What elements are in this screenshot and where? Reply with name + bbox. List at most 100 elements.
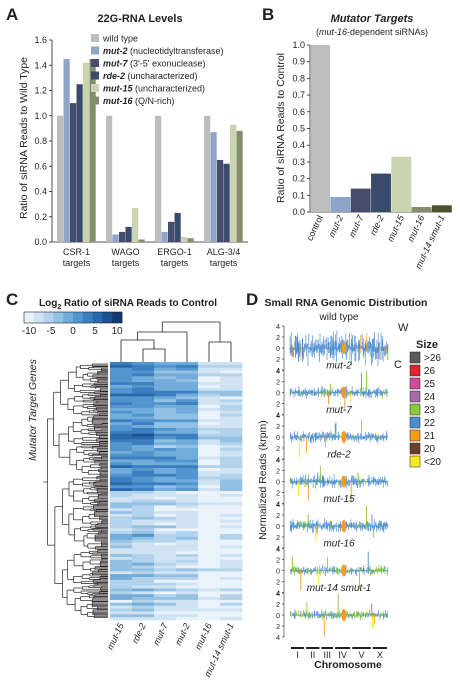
panel-d-y-tick-label: 4 bbox=[276, 502, 280, 509]
panel-d-track-label: mut-2 bbox=[326, 361, 352, 372]
panel-c-heatmap-cell bbox=[132, 488, 155, 492]
panel-c-heatmap-cell bbox=[110, 439, 133, 443]
panel-c-heatmap-cell bbox=[220, 399, 243, 403]
panel-a-bar bbox=[174, 212, 181, 242]
panel-c-heatmap-cell bbox=[110, 542, 133, 546]
panel-c-heatmap-cell bbox=[220, 364, 243, 369]
panel-c-heatmap-cell bbox=[198, 574, 221, 578]
panel-c-heatmap-cell bbox=[220, 611, 243, 615]
panel-c-heatmap-cell bbox=[198, 559, 221, 563]
panel-c-heatmap-cell bbox=[132, 539, 155, 543]
panel-c-heatmap-cell bbox=[154, 413, 177, 417]
panel-c-heatmap-cell bbox=[110, 588, 133, 592]
panel-c-heatmap-cell bbox=[132, 407, 155, 412]
panel-c-heatmap-cell bbox=[198, 442, 221, 446]
panel-b-bar bbox=[310, 45, 331, 212]
panel-c-heatmap-cell bbox=[176, 422, 199, 426]
panel-c-title: Log2 Ratio of siRNA Reads to Control bbox=[39, 298, 217, 311]
panel-c-heatmap-cell bbox=[198, 379, 221, 383]
panel-c-heatmap bbox=[110, 362, 243, 621]
panel-c-heatmap-cell bbox=[110, 485, 133, 489]
panel-c-heatmap-cell bbox=[110, 436, 133, 440]
panel-c-heatmap-cell bbox=[132, 364, 155, 369]
panel-c-heatmap-cell bbox=[154, 614, 177, 618]
panel-c-heatmap-cell bbox=[198, 373, 221, 377]
panel-c-heatmap-cell bbox=[132, 568, 155, 572]
panel-b-y-tick-label: 0.4 bbox=[292, 140, 305, 150]
panel-c-heatmap-cell bbox=[154, 485, 177, 489]
panel-c-heatmap-cell bbox=[220, 602, 243, 606]
panel-a-bar bbox=[70, 103, 77, 242]
panel-c-heatmap-cell bbox=[198, 413, 221, 417]
panel-d-legend-swatch bbox=[409, 390, 421, 403]
panel-d-legend-swatch bbox=[409, 377, 421, 390]
panel-c-heatmap-cell bbox=[132, 387, 155, 391]
panel-c-heatmap-cell bbox=[176, 387, 199, 391]
panel-c-heatmap-cell bbox=[198, 577, 221, 581]
panel-a-bar bbox=[217, 159, 224, 242]
panel-c-heatmap-cell bbox=[220, 559, 243, 563]
panel-b-category-label: control bbox=[304, 214, 324, 243]
panel-a-legend-label: mut-7 (3'-5' exonuclease) bbox=[103, 59, 205, 69]
panel-a-bar bbox=[76, 84, 83, 242]
panel-c-heatmap-cell bbox=[110, 407, 133, 412]
panel-c-heatmap-cell bbox=[198, 488, 221, 492]
panel-c-heatmap-cell bbox=[110, 571, 133, 575]
panel-d-y-tick-label: 0 bbox=[276, 524, 280, 531]
panel-c-heatmap-cell bbox=[132, 519, 155, 523]
panel-c-heatmap-cell bbox=[198, 508, 221, 512]
panel-c-heatmap-cell bbox=[220, 582, 243, 586]
panel-c-heatmap-cell bbox=[110, 505, 133, 509]
panel-c-heatmap-cell bbox=[154, 556, 177, 561]
panel-c-heatmap-cell bbox=[154, 405, 177, 409]
panel-b-y-ticks: 0.0 0.1 0.2 0.3 0.4 0.5 0.6 0.7 0.8 0.9 1.0 bbox=[292, 40, 310, 217]
panel-c-heatmap-cell bbox=[176, 542, 199, 546]
panel-c-heatmap-cell bbox=[110, 496, 133, 500]
panel-c-heatmap-cell bbox=[220, 396, 243, 400]
panel-c-heatmap-cell bbox=[176, 574, 199, 578]
panel-a-y-tick-label: 0.0 bbox=[34, 237, 47, 247]
panel-d-title: Small RNA Genomic Distribution bbox=[265, 297, 428, 309]
panel-c-heatmap-cell bbox=[132, 445, 155, 449]
panel-b-bar bbox=[431, 205, 452, 212]
panel-c-heatmap-cell bbox=[132, 608, 155, 612]
panel-a-legend-swatch bbox=[91, 46, 99, 55]
panel-c-heatmap-cell bbox=[220, 476, 243, 480]
panel-c-heatmap-cell bbox=[132, 545, 155, 549]
panel-c-heatmap-cell bbox=[176, 436, 199, 440]
panel-c-heatmap-cell bbox=[154, 379, 177, 383]
panel-d-letter: D bbox=[246, 290, 258, 309]
panel-d-y-tick-label: 4 bbox=[276, 458, 280, 465]
panel-c-heatmap-cell bbox=[220, 511, 243, 515]
panel-c-heatmap-cell bbox=[110, 556, 133, 561]
panel-d-ylabel: Normalized Reads (krpm) bbox=[257, 420, 269, 540]
panel-c-heatmap-cell bbox=[220, 465, 243, 469]
panel-c-heatmap-cell bbox=[154, 450, 177, 455]
panel-c-heatmap-cell bbox=[154, 387, 177, 391]
panel-b-y-tick-label: 0.7 bbox=[292, 90, 305, 100]
panel-c-heatmap-cell bbox=[132, 525, 155, 529]
panel-c-heatmap-cell bbox=[220, 599, 243, 604]
panel-a-category-label: ALG-3/4 bbox=[207, 247, 241, 257]
panel-d-y-tick-label: 2 bbox=[276, 602, 280, 609]
panel-d-y-tick-label: 2 bbox=[276, 402, 280, 409]
panel-c-heatmap-cell bbox=[132, 491, 155, 495]
panel-d-tracks: wild type 4 2 0 2 4 mut-2 4 2 0 2 4 mut-7 4 2 0 2 4 rde-2 4… bbox=[276, 312, 389, 642]
panel-d-track-label: mut-16 bbox=[323, 539, 355, 550]
panel-c-heatmap-cell bbox=[176, 528, 199, 532]
panel-c-heatmap-cell bbox=[154, 462, 177, 466]
panel-d-legend-label: 22 bbox=[424, 418, 436, 429]
panel-c-heatmap-cell bbox=[110, 453, 133, 457]
panel-a-legend-label: mut-16 (Q/N-rich) bbox=[103, 96, 175, 106]
panel-c-heatmap-cell bbox=[198, 362, 221, 366]
panel-c-heatmap-cell bbox=[154, 559, 177, 563]
panel-c-heatmap-cell bbox=[154, 577, 177, 581]
panel-c-heatmap-cell bbox=[198, 396, 221, 400]
panel-c-heatmap-cell bbox=[198, 531, 221, 535]
panel-c-heatmap-cell bbox=[220, 485, 243, 489]
panel-d-y-tick-label: 2 bbox=[276, 424, 280, 431]
panel-c-heatmap-cell bbox=[220, 577, 243, 581]
panel-d-y-tick-label: 0 bbox=[276, 480, 280, 487]
panel-c-heatmap-cell bbox=[198, 519, 221, 523]
